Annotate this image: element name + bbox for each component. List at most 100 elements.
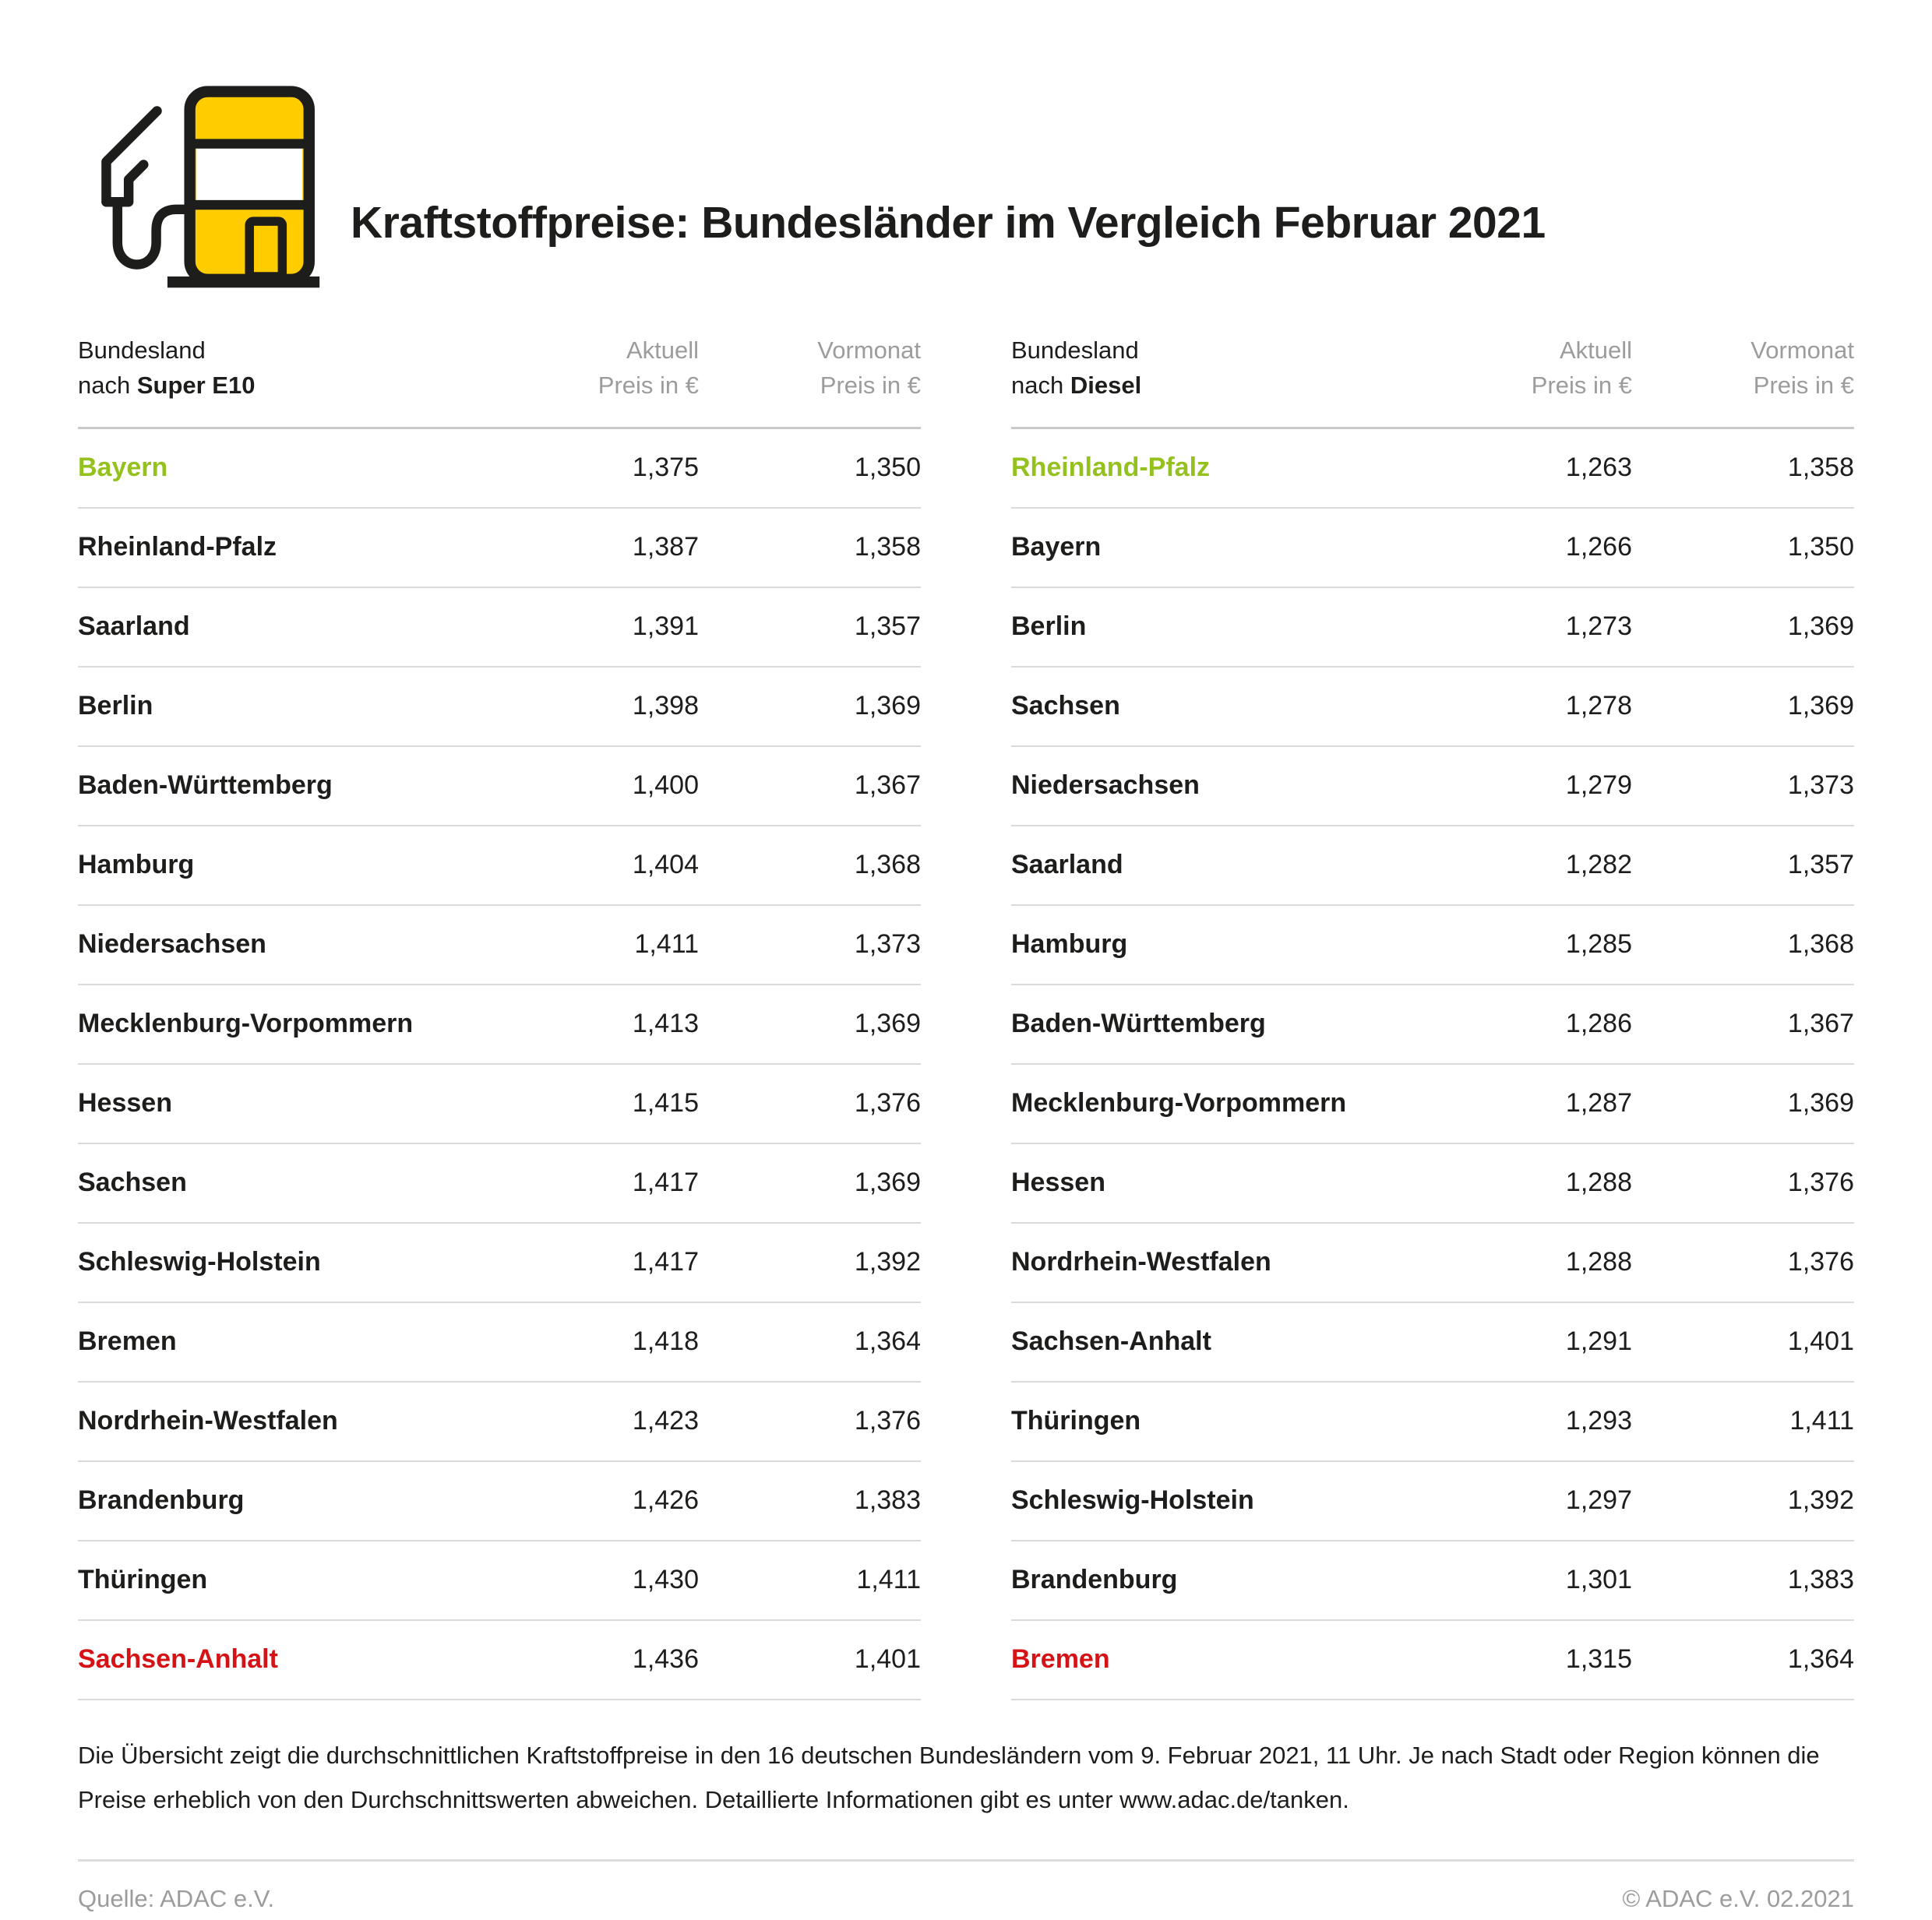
price-previous: 1,392	[1787, 1485, 1854, 1516]
price-current: 1,387	[632, 532, 699, 562]
state-name: Hessen	[1011, 1168, 1105, 1198]
price-previous: 1,401	[1787, 1326, 1854, 1357]
table-row: Bayern 1,266 1,350	[1011, 509, 1854, 588]
price-previous: 1,411	[1789, 1406, 1854, 1436]
table-row: Hessen 1,288 1,376	[1011, 1144, 1854, 1224]
price-current: 1,287	[1565, 1088, 1632, 1119]
table-header-diesel: Bundesland nach Diesel Aktuell Preis in …	[1011, 333, 1854, 429]
column-header-bundesland: Bundesland nach Super E10	[78, 333, 504, 403]
state-name: Rheinland-Pfalz	[78, 532, 277, 562]
header-line2-prefix: nach	[78, 371, 137, 399]
footnote-line2: Preise erheblich von den Durchschnittswe…	[78, 1785, 1349, 1813]
price-current: 1,301	[1565, 1565, 1632, 1595]
table-row: Brandenburg 1,301 1,383	[1011, 1541, 1854, 1621]
table-row: Mecklenburg-Vorpommern 1,287 1,369	[1011, 1065, 1854, 1144]
table-row: Sachsen-Anhalt 1,436 1,401	[78, 1621, 921, 1700]
table-row: Schleswig-Holstein 1,297 1,392	[1011, 1462, 1854, 1541]
price-current: 1,413	[632, 1009, 699, 1039]
price-previous: 1,364	[1787, 1644, 1854, 1675]
state-name: Thüringen	[1011, 1406, 1141, 1436]
price-previous: 1,369	[854, 1168, 921, 1198]
state-name: Sachsen	[1011, 691, 1120, 721]
price-current: 1,278	[1565, 691, 1632, 721]
table-row: Hessen 1,415 1,376	[78, 1065, 921, 1144]
header-line1: Bundesland	[78, 336, 206, 364]
price-current: 1,291	[1565, 1326, 1632, 1357]
price-current: 1,286	[1565, 1009, 1632, 1039]
state-name: Saarland	[1011, 850, 1123, 880]
price-previous: 1,357	[1787, 850, 1854, 880]
table-row: Hamburg 1,404 1,368	[78, 826, 921, 906]
column-header-bundesland: Bundesland nach Diesel	[1011, 333, 1437, 403]
price-previous: 1,350	[854, 453, 921, 483]
state-name: Hessen	[78, 1088, 172, 1119]
price-previous: 1,367	[854, 770, 921, 801]
price-previous: 1,376	[1787, 1168, 1854, 1198]
price-current: 1,288	[1565, 1168, 1632, 1198]
table-row: Thüringen 1,430 1,411	[78, 1541, 921, 1621]
state-name: Hamburg	[1011, 929, 1128, 960]
price-current: 1,315	[1565, 1644, 1632, 1675]
footer: Quelle: ADAC e.V. © ADAC e.V. 02.2021	[78, 1885, 1854, 1913]
state-name: Nordrhein-Westfalen	[78, 1406, 338, 1436]
header-fuel-type: Super E10	[136, 371, 256, 399]
state-name: Hamburg	[78, 850, 195, 880]
footer-divider	[78, 1858, 1854, 1862]
table-body-diesel: Rheinland-Pfalz 1,263 1,358 Bayern 1,266 1,35…	[1011, 429, 1854, 1700]
table-header-super-e10: Bundesland nach Super E10 Aktuell Preis …	[78, 333, 921, 429]
table-row: Rheinland-Pfalz 1,263 1,358	[1011, 429, 1854, 509]
table-row: Schleswig-Holstein 1,417 1,392	[78, 1224, 921, 1303]
header-line1: Bundesland	[1011, 336, 1139, 364]
state-name: Bayern	[1011, 532, 1102, 562]
state-name: Sachsen	[78, 1168, 187, 1198]
price-previous: 1,369	[1787, 691, 1854, 721]
table-row: Berlin 1,398 1,369	[78, 668, 921, 747]
price-previous: 1,357	[854, 611, 921, 642]
header: Kraftstoffpreise: Bundesländer im Vergle…	[78, 84, 1854, 293]
table-body-super-e10: Bayern 1,375 1,350 Rheinland-Pfalz 1,387 1,35…	[78, 429, 921, 1700]
price-previous: 1,369	[854, 1009, 921, 1039]
price-current: 1,297	[1565, 1485, 1632, 1516]
fuel-pump-icon	[101, 86, 320, 288]
state-name: Schleswig-Holstein	[78, 1247, 321, 1277]
price-previous: 1,392	[854, 1247, 921, 1277]
price-previous: 1,367	[1787, 1009, 1854, 1039]
table-row: Niedersachsen 1,279 1,373	[1011, 747, 1854, 826]
state-name: Nordrhein-Westfalen	[1011, 1247, 1271, 1277]
state-name: Niedersachsen	[78, 929, 266, 960]
price-current: 1,288	[1565, 1247, 1632, 1277]
state-name: Brandenburg	[1011, 1565, 1178, 1595]
price-previous: 1,364	[854, 1326, 921, 1357]
price-previous: 1,376	[854, 1406, 921, 1436]
price-current: 1,400	[632, 770, 699, 801]
price-current: 1,430	[632, 1565, 699, 1595]
state-name: Baden-Württemberg	[1011, 1009, 1266, 1039]
table-row: Bremen 1,418 1,364	[78, 1303, 921, 1383]
table-row: Nordrhein-Westfalen 1,288 1,376	[1011, 1224, 1854, 1303]
table-row: Brandenburg 1,426 1,383	[78, 1462, 921, 1541]
price-current: 1,391	[632, 611, 699, 642]
footnote: Die Übersicht zeigt die durchschnittlich…	[78, 1733, 1854, 1822]
state-name: Bayern	[78, 453, 168, 483]
state-name: Sachsen-Anhalt	[1011, 1326, 1211, 1357]
state-name: Berlin	[78, 691, 153, 721]
table-row: Sachsen-Anhalt 1,291 1,401	[1011, 1303, 1854, 1383]
state-name: Baden-Württemberg	[78, 770, 333, 801]
price-previous: 1,358	[1787, 453, 1854, 483]
table-row: Hamburg 1,285 1,368	[1011, 906, 1854, 985]
price-current: 1,293	[1565, 1406, 1632, 1436]
price-previous: 1,411	[856, 1565, 921, 1595]
price-current: 1,418	[632, 1326, 699, 1357]
header-line2-prefix: nach	[1011, 371, 1070, 399]
price-previous: 1,368	[854, 850, 921, 880]
price-current: 1,285	[1565, 929, 1632, 960]
price-previous: 1,369	[1787, 611, 1854, 642]
price-current: 1,415	[632, 1088, 699, 1119]
state-name: Bremen	[78, 1326, 177, 1357]
price-previous: 1,368	[1787, 929, 1854, 960]
price-previous: 1,376	[1787, 1247, 1854, 1277]
tables-area: Bundesland nach Super E10 Aktuell Preis …	[78, 333, 1854, 1700]
table-row: Berlin 1,273 1,369	[1011, 588, 1854, 668]
price-current: 1,398	[632, 691, 699, 721]
